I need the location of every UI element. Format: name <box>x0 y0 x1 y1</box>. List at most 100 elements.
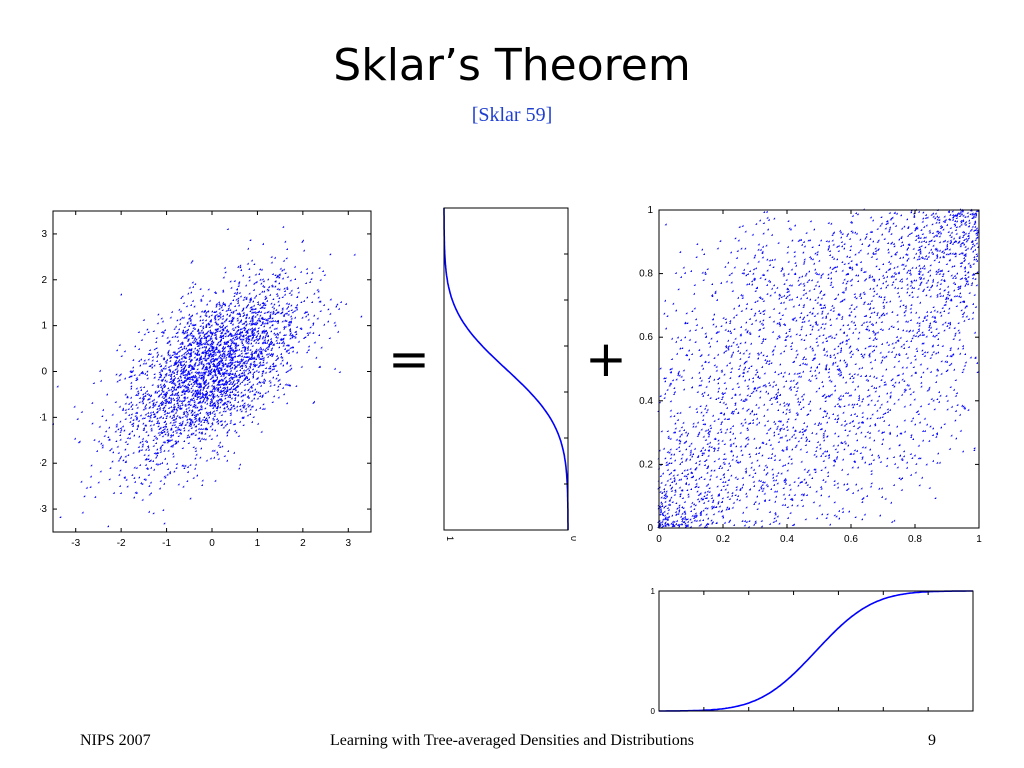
joint-point <box>200 374 203 377</box>
copula-point <box>739 342 742 345</box>
copula-point <box>770 487 773 490</box>
copula-point <box>670 481 673 484</box>
copula-point <box>947 230 950 233</box>
copula-point <box>662 506 665 509</box>
joint-point <box>123 429 126 432</box>
joint-point <box>134 491 137 494</box>
copula-point <box>793 429 796 432</box>
joint-point <box>209 457 212 460</box>
copula-point <box>880 403 883 406</box>
copula-point <box>826 471 829 474</box>
copula-point <box>696 421 699 424</box>
joint-point <box>141 440 144 443</box>
joint-point <box>206 351 209 354</box>
joint-point <box>228 393 231 396</box>
copula-point <box>787 402 790 405</box>
joint-point <box>188 421 191 424</box>
joint-point <box>190 426 193 429</box>
copula-point <box>864 237 867 240</box>
joint-point <box>263 379 266 382</box>
joint-point <box>246 355 249 358</box>
copula-point <box>926 389 929 392</box>
joint-point <box>235 298 238 301</box>
joint-point <box>229 413 232 416</box>
joint-point <box>215 348 218 351</box>
copula-point <box>966 280 969 283</box>
joint-point <box>168 380 171 383</box>
copula-point <box>738 393 741 396</box>
joint-point <box>144 439 147 442</box>
copula-point <box>890 501 893 504</box>
joint-point <box>251 336 254 339</box>
copula-point <box>902 256 905 259</box>
joint-point <box>276 332 279 335</box>
copula-point <box>971 212 974 215</box>
joint-point <box>162 397 165 400</box>
copula-point <box>802 251 805 254</box>
copula-point <box>774 511 777 514</box>
joint-point <box>186 321 189 324</box>
copula-point <box>933 319 936 322</box>
joint-point <box>236 301 239 304</box>
joint-point <box>256 303 259 306</box>
joint-point <box>254 273 257 276</box>
copula-point <box>720 369 723 372</box>
joint-point <box>223 371 226 374</box>
copula-point <box>789 335 792 338</box>
joint-point <box>142 429 145 432</box>
joint-point <box>169 398 172 401</box>
joint-point <box>159 383 162 386</box>
joint-point <box>158 394 161 397</box>
joint-point <box>229 350 232 353</box>
joint-point <box>264 295 267 298</box>
joint-point <box>277 311 280 314</box>
joint-point <box>190 409 193 412</box>
copula-point <box>843 298 846 301</box>
joint-point <box>196 395 199 398</box>
joint-point <box>234 355 237 358</box>
joint-point <box>225 340 228 343</box>
joint-point <box>259 310 262 313</box>
joint-point <box>240 327 243 330</box>
joint-point <box>204 351 207 354</box>
copula-point <box>833 501 836 504</box>
copula-point <box>914 279 917 282</box>
joint-point <box>232 379 235 382</box>
joint-point <box>169 380 172 383</box>
joint-point <box>206 349 209 352</box>
joint-point <box>171 392 174 395</box>
joint-point <box>160 330 163 333</box>
joint-point <box>182 410 185 413</box>
copula-point <box>726 418 729 421</box>
copula-point <box>884 227 887 230</box>
joint-point <box>289 315 292 318</box>
copula-point <box>660 504 663 507</box>
copula-point <box>849 345 852 348</box>
joint-point <box>171 393 174 396</box>
joint-point <box>176 406 179 409</box>
joint-point <box>319 278 322 281</box>
joint-point <box>209 349 212 352</box>
copula-point <box>919 457 922 460</box>
joint-point <box>229 401 232 404</box>
copula-point <box>802 305 805 308</box>
joint-point <box>185 347 188 350</box>
copula-point <box>689 453 692 456</box>
joint-point <box>249 362 252 365</box>
copula-point <box>756 459 759 462</box>
joint-point <box>224 326 227 329</box>
copula-point <box>946 408 949 411</box>
joint-point <box>149 424 152 427</box>
copula-point <box>975 242 978 245</box>
joint-point <box>189 369 192 372</box>
joint-point <box>283 319 286 322</box>
joint-point <box>282 259 285 262</box>
joint-point <box>97 481 100 484</box>
joint-point <box>108 449 111 452</box>
joint-point <box>124 448 127 451</box>
joint-point <box>188 313 191 316</box>
copula-point <box>802 288 805 291</box>
copula-point <box>790 497 793 500</box>
copula-point <box>754 472 757 475</box>
copula-point <box>681 506 684 509</box>
